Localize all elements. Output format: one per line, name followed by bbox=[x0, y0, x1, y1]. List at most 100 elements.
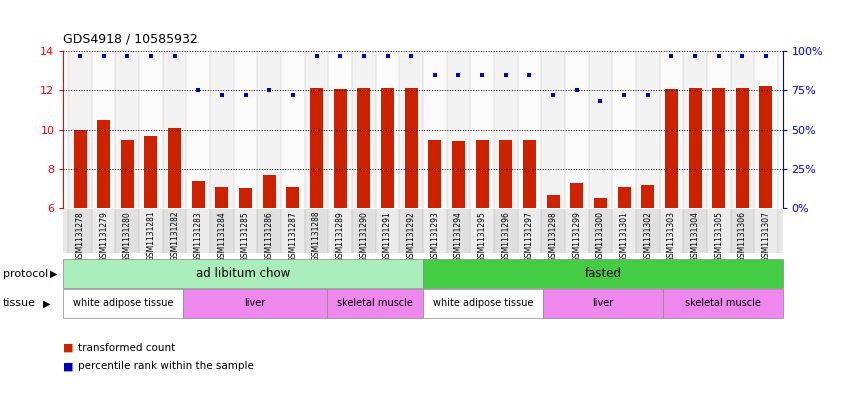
Point bbox=[381, 53, 394, 59]
Bar bbox=[263, 175, 276, 208]
Point bbox=[286, 92, 299, 98]
Point bbox=[215, 92, 228, 98]
Bar bbox=[210, 51, 233, 208]
Point bbox=[168, 53, 181, 59]
Bar bbox=[447, 51, 470, 208]
Text: transformed count: transformed count bbox=[78, 343, 175, 353]
Text: liver: liver bbox=[592, 298, 613, 309]
Text: ■: ■ bbox=[63, 343, 74, 353]
Bar bbox=[641, 185, 654, 208]
Bar bbox=[74, 130, 86, 208]
Bar bbox=[92, 51, 116, 208]
Bar bbox=[310, 88, 323, 208]
Bar bbox=[736, 88, 749, 208]
Bar bbox=[210, 209, 233, 253]
Text: GSM1131298: GSM1131298 bbox=[548, 211, 558, 261]
Text: GSM1131279: GSM1131279 bbox=[99, 211, 108, 262]
Text: percentile rank within the sample: percentile rank within the sample bbox=[78, 361, 254, 371]
Bar bbox=[281, 51, 305, 208]
Bar bbox=[684, 209, 707, 253]
Bar bbox=[233, 209, 257, 253]
Bar bbox=[352, 51, 376, 208]
Text: ■: ■ bbox=[63, 361, 74, 371]
Bar bbox=[636, 209, 660, 253]
Point bbox=[74, 53, 87, 59]
Bar bbox=[281, 209, 305, 253]
Bar bbox=[239, 188, 252, 208]
Bar bbox=[92, 209, 116, 253]
Text: GSM1131287: GSM1131287 bbox=[288, 211, 298, 261]
Text: GSM1131284: GSM1131284 bbox=[217, 211, 227, 261]
Text: GSM1131299: GSM1131299 bbox=[572, 211, 581, 262]
Text: GSM1131283: GSM1131283 bbox=[194, 211, 203, 261]
Text: white adipose tissue: white adipose tissue bbox=[74, 298, 173, 309]
Bar bbox=[216, 187, 228, 208]
Text: GSM1131281: GSM1131281 bbox=[146, 211, 156, 261]
Bar bbox=[565, 209, 589, 253]
Point bbox=[499, 72, 513, 78]
Point bbox=[641, 92, 655, 98]
Bar bbox=[116, 51, 139, 208]
Bar bbox=[139, 51, 162, 208]
Bar bbox=[541, 209, 565, 253]
Bar bbox=[754, 51, 777, 208]
Bar bbox=[494, 209, 518, 253]
Bar bbox=[376, 209, 399, 253]
Bar bbox=[684, 51, 707, 208]
Bar bbox=[186, 51, 210, 208]
Bar bbox=[613, 51, 636, 208]
Text: liver: liver bbox=[244, 298, 266, 309]
Text: GSM1131303: GSM1131303 bbox=[667, 211, 676, 262]
Bar bbox=[475, 140, 489, 208]
Point bbox=[333, 53, 347, 59]
Bar bbox=[452, 141, 465, 208]
Text: GSM1131296: GSM1131296 bbox=[502, 211, 510, 262]
Bar bbox=[547, 195, 559, 208]
Point bbox=[262, 87, 276, 94]
Bar bbox=[618, 187, 630, 208]
Bar bbox=[660, 51, 684, 208]
Point bbox=[712, 53, 726, 59]
Bar bbox=[305, 51, 328, 208]
Bar bbox=[69, 209, 92, 253]
Text: GSM1131307: GSM1131307 bbox=[761, 211, 771, 262]
Bar bbox=[186, 209, 210, 253]
Bar bbox=[121, 140, 134, 208]
Bar bbox=[541, 51, 565, 208]
Text: GSM1131305: GSM1131305 bbox=[714, 211, 723, 262]
Text: GDS4918 / 10585932: GDS4918 / 10585932 bbox=[63, 32, 198, 45]
Text: GSM1131297: GSM1131297 bbox=[525, 211, 534, 262]
Text: GSM1131302: GSM1131302 bbox=[643, 211, 652, 262]
Text: GSM1131290: GSM1131290 bbox=[360, 211, 368, 262]
Point bbox=[452, 72, 465, 78]
Bar bbox=[689, 88, 701, 208]
Bar bbox=[328, 51, 352, 208]
Text: GSM1131301: GSM1131301 bbox=[619, 211, 629, 262]
Bar bbox=[116, 209, 139, 253]
Bar bbox=[328, 209, 352, 253]
Bar bbox=[399, 209, 423, 253]
Bar bbox=[287, 187, 299, 208]
Bar bbox=[376, 51, 399, 208]
Point bbox=[735, 53, 749, 59]
Bar bbox=[428, 140, 442, 208]
Point bbox=[523, 72, 536, 78]
Text: white adipose tissue: white adipose tissue bbox=[433, 298, 533, 309]
Bar bbox=[470, 209, 494, 253]
Bar bbox=[381, 88, 394, 208]
Text: GSM1131286: GSM1131286 bbox=[265, 211, 274, 261]
Text: ▶: ▶ bbox=[50, 268, 58, 279]
Text: GSM1131300: GSM1131300 bbox=[596, 211, 605, 262]
Text: ▶: ▶ bbox=[43, 298, 51, 309]
Bar bbox=[589, 209, 613, 253]
Text: GSM1131291: GSM1131291 bbox=[383, 211, 392, 261]
Point bbox=[144, 53, 157, 59]
Bar bbox=[404, 88, 418, 208]
Bar bbox=[162, 51, 186, 208]
Text: GSM1131288: GSM1131288 bbox=[312, 211, 321, 261]
Bar bbox=[660, 209, 684, 253]
Bar bbox=[707, 209, 730, 253]
Bar bbox=[69, 51, 92, 208]
Text: skeletal muscle: skeletal muscle bbox=[684, 298, 761, 309]
Bar bbox=[352, 209, 376, 253]
